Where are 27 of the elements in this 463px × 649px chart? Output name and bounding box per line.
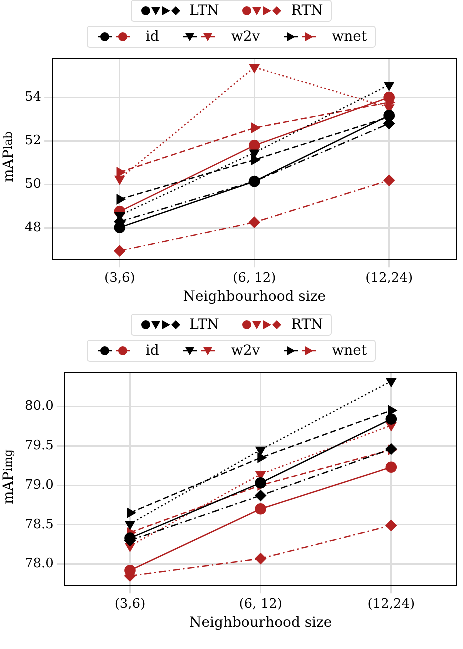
y-tick-label: 50 [24,177,42,192]
text: wnet [332,29,368,45]
text: RTN [291,317,324,333]
y-tick-label: 79.5 [24,438,54,454]
x-tick-label: (6, 12) [233,270,276,286]
text: LTN [190,317,220,333]
text: w2v [231,29,260,45]
y-tick-label: 54 [24,90,42,105]
x-tick-label: (3,6) [104,270,136,286]
x-tick-label: (6, 12) [239,596,282,612]
text: RTN [291,3,324,19]
y-tick-label: 79.0 [24,478,54,493]
text: id [146,29,160,45]
x-tick-label: (12,24) [366,270,414,286]
y-tick-label: 80.0 [24,399,54,414]
x-tick-label: (12,24) [368,596,416,612]
y-tick-label: 78.5 [24,517,54,532]
text: wnet [332,343,368,359]
text: id [146,343,160,359]
text: LTN [190,3,220,19]
x-axis-title: Neighbourhood size [183,289,326,306]
text: w2v [231,343,260,359]
y-tick-label: 78.0 [24,556,54,572]
x-tick-label: (3,6) [114,596,146,612]
y-tick-label: 52 [24,134,42,148]
x-axis-title: Neighbourhood size [189,615,332,632]
y-tick-label: 48 [24,220,42,236]
